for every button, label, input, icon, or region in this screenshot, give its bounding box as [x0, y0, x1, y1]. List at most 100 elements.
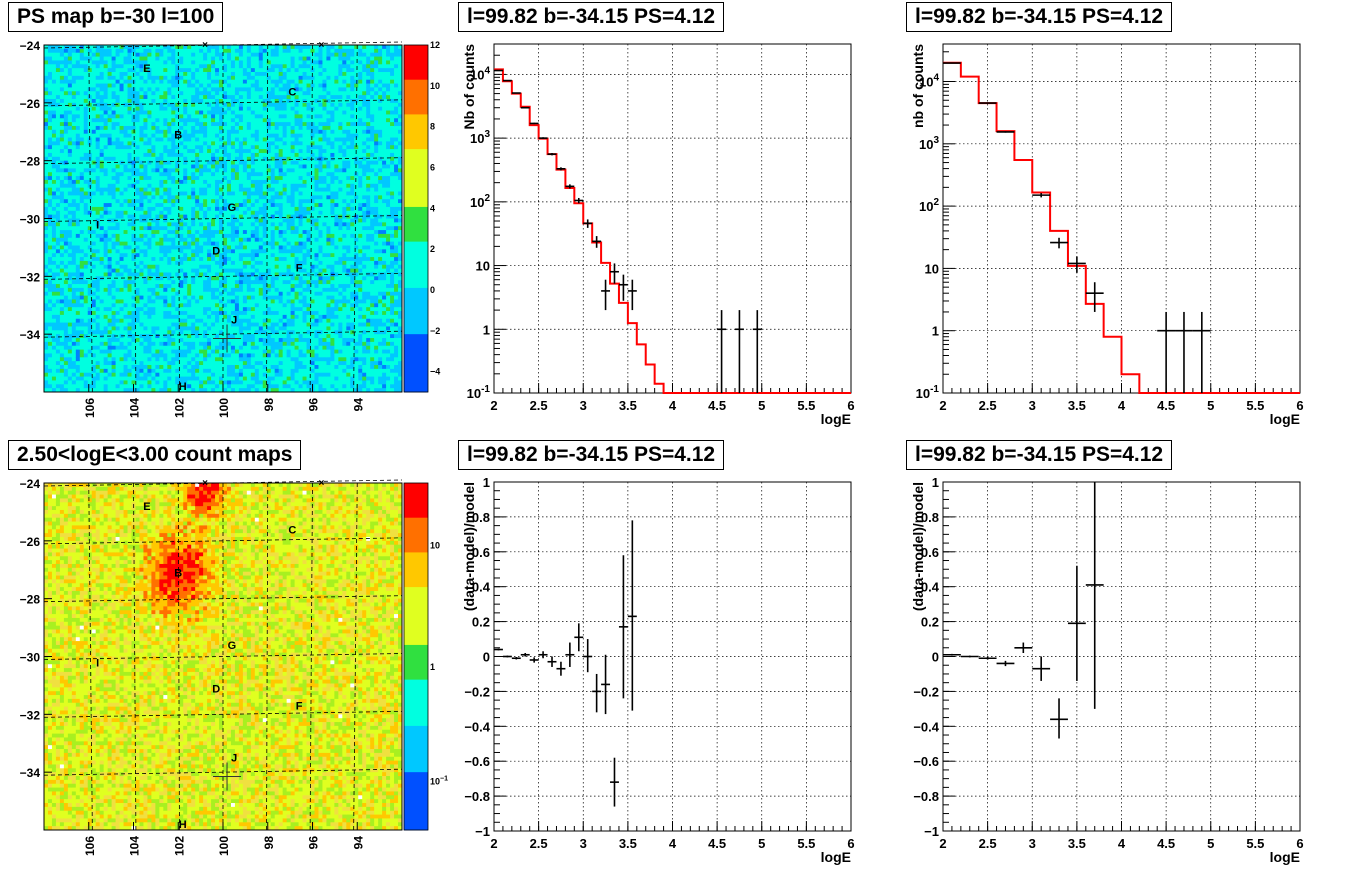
heatmap-cell — [199, 133, 204, 138]
heatmap-cell — [187, 149, 192, 154]
heatmap-cell — [131, 338, 136, 343]
heatmap-cell — [262, 52, 268, 57]
heatmap-cell — [238, 376, 244, 381]
heatmap-cell — [59, 118, 65, 123]
heatmap-cell — [71, 299, 77, 304]
heatmap-cell — [219, 87, 224, 92]
heatmap-cell — [219, 110, 224, 115]
heatmap-cell — [151, 187, 156, 192]
heatmap-cell — [127, 376, 132, 381]
heatmap-cell — [123, 137, 128, 142]
heatmap-cell — [91, 237, 97, 243]
heatmap-cell — [151, 160, 156, 165]
heatmap-cell — [246, 199, 252, 204]
heatmap-cell — [234, 368, 240, 374]
heatmap-cell — [219, 98, 224, 104]
heatmap-cell — [163, 179, 168, 185]
heatmap-cell — [223, 330, 228, 335]
heatmap-cell — [127, 141, 132, 146]
heatmap-cell — [215, 122, 220, 127]
heatmap-cell — [219, 129, 224, 135]
heatmap-cell — [47, 168, 53, 173]
heatmap-cell — [91, 341, 97, 347]
heatmap-cell — [171, 68, 176, 73]
heatmap-cell — [167, 260, 172, 266]
heatmap-cell — [143, 164, 148, 169]
heatmap-cell — [143, 287, 148, 293]
heatmap-cell — [242, 272, 248, 277]
heatmap-cell — [246, 122, 252, 127]
heatmap-cell — [159, 106, 164, 111]
heatmap-cell — [183, 110, 188, 115]
heatmap-cell — [203, 102, 208, 108]
heatmap-cell — [91, 338, 97, 343]
heatmap-cell — [250, 91, 256, 96]
heatmap-cell — [44, 106, 49, 111]
heatmap-cell — [191, 226, 196, 231]
heatmap-cell — [234, 206, 240, 212]
heatmap-cell — [51, 168, 57, 173]
heatmap-cell — [234, 48, 240, 54]
heatmap-cell — [67, 326, 73, 331]
heatmap-cell — [171, 149, 176, 154]
heatmap-cell — [187, 98, 192, 104]
heatmap-cell — [115, 114, 120, 119]
heatmap-cell — [63, 56, 69, 61]
heatmap-cell — [155, 164, 160, 169]
heatmap-cell — [139, 129, 144, 135]
heatmap-cell — [119, 222, 124, 227]
heatmap-cell — [207, 318, 212, 323]
heatmap-cell — [250, 122, 256, 127]
heatmap-cell — [44, 291, 49, 297]
heatmap-cell — [55, 98, 61, 104]
heatmap-cell — [47, 91, 53, 96]
heatmap-cell — [223, 291, 228, 297]
heatmap-cell — [83, 291, 89, 297]
heatmap-cell — [179, 145, 184, 150]
heatmap-cell — [99, 245, 105, 250]
heatmap-cell — [230, 287, 236, 293]
heatmap-cell — [51, 376, 57, 381]
heatmap-cell — [143, 291, 148, 297]
heatmap-cell — [159, 334, 164, 339]
heatmap-cell — [91, 187, 97, 192]
heatmap-cell — [131, 218, 136, 223]
heatmap-cell — [44, 52, 49, 57]
heatmap-cell — [242, 372, 248, 377]
heatmap-cell — [175, 114, 180, 119]
heatmap-cell — [238, 357, 244, 362]
heatmap-cell — [127, 222, 132, 227]
heatmap-cell — [155, 368, 160, 374]
heatmap-cell — [123, 318, 128, 323]
heatmap-cell — [103, 137, 109, 142]
heatmap-cell — [230, 137, 236, 142]
heatmap-cell — [44, 125, 49, 131]
heatmap-cell — [147, 287, 152, 293]
heatmap-cell — [258, 349, 264, 354]
heatmap-cell — [171, 334, 176, 339]
heatmap-cell — [63, 241, 69, 246]
heatmap-cell — [203, 183, 208, 189]
heatmap-cell — [230, 218, 236, 223]
heatmap-cell — [199, 125, 204, 131]
heatmap-cell — [215, 365, 220, 370]
heatmap-cell — [254, 48, 260, 54]
heatmap-cell — [83, 68, 89, 73]
heatmap-cell — [75, 388, 81, 393]
heatmap-cell — [59, 98, 65, 104]
heatmap-cell — [123, 56, 128, 61]
heatmap-cell — [151, 322, 156, 327]
heatmap-cell — [191, 56, 196, 61]
heatmap-cell — [219, 102, 224, 108]
heatmap-cell — [107, 164, 113, 169]
heatmap-cell — [195, 60, 200, 65]
heatmap-cell — [44, 75, 49, 81]
heatmap-cell — [99, 91, 105, 96]
heatmap-cell — [230, 307, 236, 312]
heatmap-cell — [250, 129, 256, 135]
heatmap-cell — [171, 191, 176, 196]
heatmap-cell — [139, 206, 144, 212]
heatmap-cell — [211, 160, 216, 165]
heatmap-cell — [238, 60, 244, 65]
heatmap-cell — [254, 218, 260, 223]
